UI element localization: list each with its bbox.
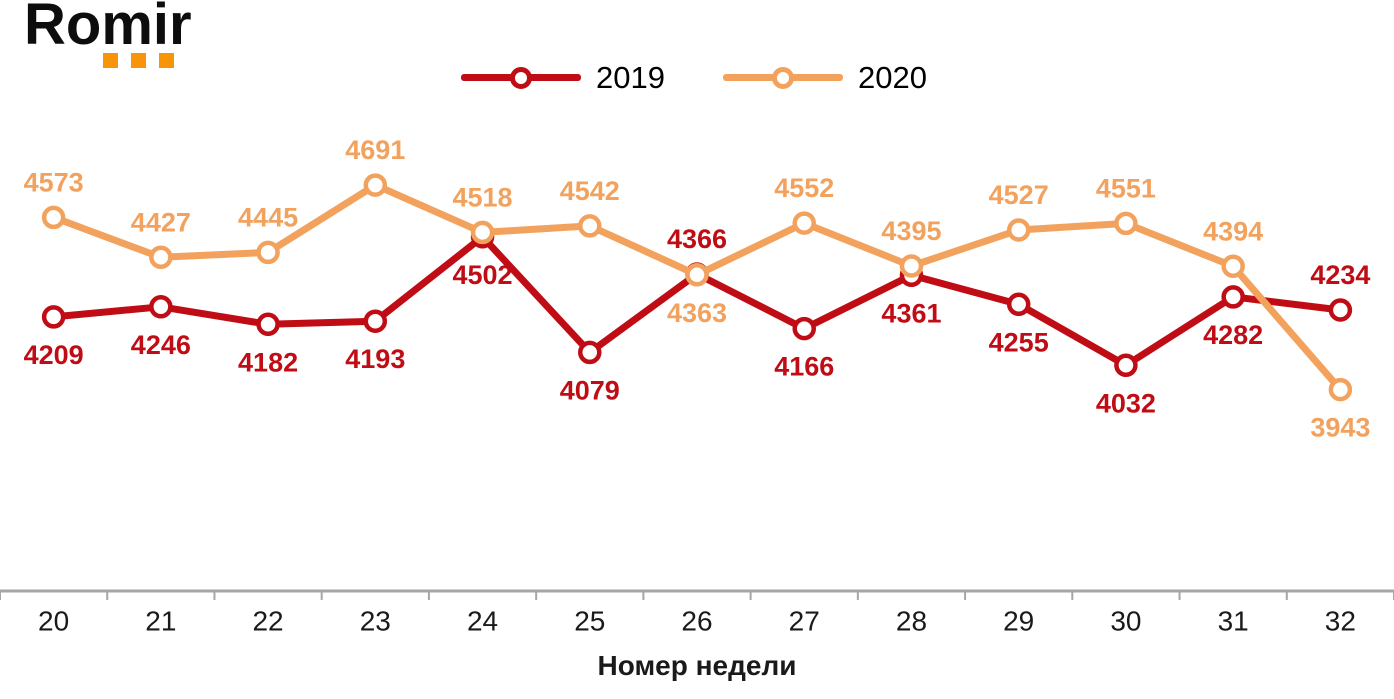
x-axis-tick-label: 21 — [145, 606, 176, 637]
series-2020-point-27 — [792, 211, 816, 235]
series-2020-point-22 — [256, 240, 280, 265]
series-2019-value-label-32: 4234 — [1310, 260, 1370, 290]
series-2020-point-30 — [1114, 211, 1138, 236]
series-2019-value-label-21: 4246 — [131, 330, 191, 360]
legend-circle-icon — [510, 66, 532, 89]
series-2019-value-label-29: 4255 — [989, 327, 1049, 357]
x-axis-tick-label: 28 — [896, 606, 927, 637]
series-2020-point-28 — [899, 254, 924, 278]
series-2019-point-31 — [1221, 285, 1245, 309]
series-2020-value-label-21: 4427 — [131, 207, 191, 237]
series-2019-value-label-30: 4032 — [1096, 388, 1156, 418]
x-axis-tick-label: 31 — [1218, 606, 1249, 637]
legend-label-2020: 2020 — [857, 60, 927, 95]
series-2019-value-label-22: 4182 — [238, 347, 298, 377]
series-2020-value-label-26: 4363 — [667, 298, 727, 328]
series-2020-point-20 — [41, 205, 66, 230]
x-axis-tick-label: 23 — [360, 606, 391, 637]
series-2019-point-22 — [256, 312, 280, 337]
series-2019-point-25 — [578, 340, 602, 365]
legend-line-marker-2019 — [461, 66, 581, 89]
series-2020-value-label-31: 4394 — [1203, 216, 1263, 246]
series-2020-value-label-30: 4551 — [1096, 173, 1156, 203]
series-2019-point-27 — [792, 316, 816, 341]
series-2019-value-label-23: 4193 — [345, 344, 405, 374]
series-2019-point-30 — [1114, 353, 1138, 378]
series-2020-value-label-24: 4518 — [452, 182, 512, 212]
logo-dot — [159, 53, 174, 68]
series-2019-point-23 — [363, 309, 388, 333]
x-axis-tick-label: 25 — [574, 606, 605, 637]
series-2020-point-31 — [1221, 254, 1245, 279]
series-2019-point-20 — [41, 305, 66, 329]
series-2019-value-label-25: 4079 — [560, 375, 620, 405]
x-axis-tick-label: 20 — [38, 606, 69, 637]
legend-circle-icon — [771, 66, 794, 89]
legend-line-marker-2020 — [722, 66, 843, 89]
series-2020-point-24 — [470, 220, 495, 245]
series-2020-value-label-22: 4445 — [238, 202, 298, 232]
series-2019-value-label-28: 4361 — [881, 298, 941, 328]
series-2019-value-label-24: 4502 — [452, 260, 512, 290]
series-2020-value-label-20: 4573 — [24, 167, 84, 197]
series-2019-value-label-31: 4282 — [1203, 320, 1263, 350]
series-2019-value-label-26: 4366 — [667, 224, 727, 254]
x-axis-tick-label: 27 — [789, 606, 820, 637]
legend-label-2019: 2019 — [596, 60, 665, 95]
series-2020-value-label-32: 3943 — [1310, 413, 1370, 443]
series-2020-point-32 — [1328, 377, 1353, 402]
legend-item-2019: 2019 — [461, 62, 665, 93]
series-2020-point-29 — [1006, 218, 1031, 242]
logo-dot — [131, 53, 146, 68]
chart-legend: 2019 2020 — [461, 62, 927, 93]
x-axis-tick-label: 29 — [1003, 606, 1034, 637]
x-axis-tick-label: 24 — [467, 606, 498, 637]
x-axis-tick-label: 26 — [681, 606, 712, 637]
x-axis-title: Номер недели — [597, 650, 797, 681]
series-2020-point-25 — [578, 214, 602, 238]
x-axis-tick-label: 32 — [1325, 606, 1356, 637]
series-2019-point-29 — [1006, 292, 1031, 317]
series-2020-point-21 — [149, 245, 173, 270]
series-2020-value-label-29: 4527 — [989, 180, 1049, 210]
series-2020-value-label-25: 4542 — [560, 176, 620, 206]
series-2020-value-label-28: 4395 — [881, 216, 941, 246]
logo-accent-dots — [103, 53, 174, 68]
legend-item-2020: 2020 — [722, 60, 927, 95]
series-2020-point-26 — [685, 263, 709, 287]
series-2020-value-label-23: 4691 — [345, 135, 405, 165]
series-2019-value-label-20: 4209 — [24, 340, 84, 370]
logo-text: Romir — [24, 0, 192, 57]
series-2020-value-label-27: 4552 — [774, 173, 834, 203]
x-axis-tick-label: 22 — [252, 606, 283, 637]
logo-dot — [103, 53, 118, 68]
x-axis-tick-label: 30 — [1110, 606, 1141, 637]
series-2019-value-label-27: 4166 — [774, 352, 834, 382]
series-2019-point-32 — [1328, 298, 1353, 322]
series-2020-point-23 — [363, 173, 388, 197]
series-2019-point-21 — [149, 295, 173, 319]
romir-logo: Romir — [24, 0, 244, 81]
